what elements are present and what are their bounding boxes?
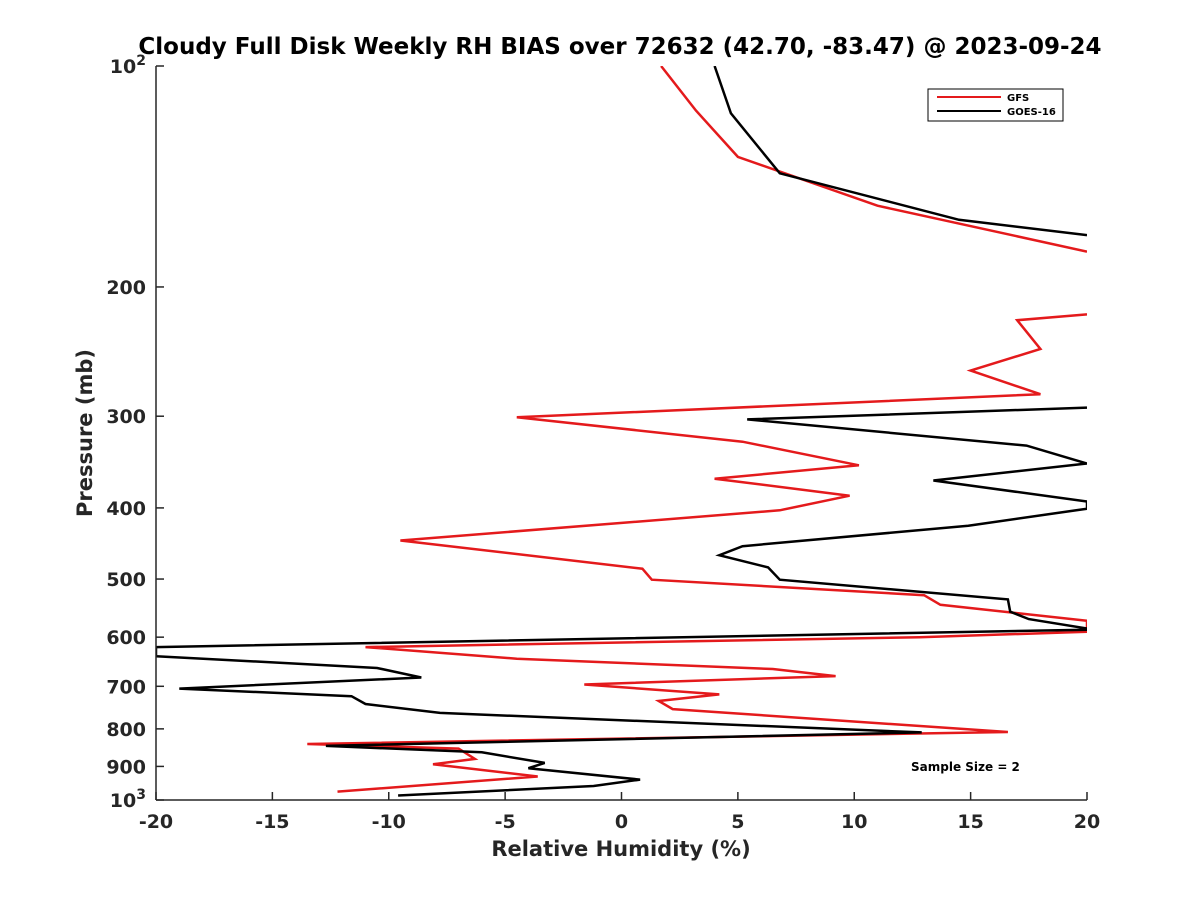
series-layer (156, 66, 1087, 797)
series-gfs (307, 66, 1087, 793)
x-tick-label: -20 (139, 811, 173, 833)
series-line (660, 66, 1087, 253)
x-tick-label: -5 (495, 811, 516, 833)
y-tick-label: 500 (106, 569, 146, 591)
series-line (713, 66, 1087, 237)
legend-label-goes16: GOES-16 (1007, 107, 1056, 118)
y-tick-label: 103 (110, 787, 146, 812)
y-tick-label: 102 (110, 53, 146, 78)
series-goes-16 (156, 66, 1087, 797)
y-tick-label: 800 (106, 719, 146, 741)
legend: GFS GOES-16 (927, 88, 1064, 122)
axes-layer: -20 -15 -10 -5 0 5 10 15 20 102 200 300 400 500 600 700… (106, 53, 1100, 833)
x-axis-label: Relative Humidity (%) (491, 837, 750, 861)
series-line (307, 313, 1087, 793)
y-tick-label: 900 (106, 756, 146, 778)
y-tick-label: 200 (106, 277, 146, 299)
legend-box (927, 88, 1064, 122)
y-tick-label: 700 (106, 676, 146, 698)
series-line (156, 406, 1087, 797)
chart-title: Cloudy Full Disk Weekly RH BIAS over 726… (138, 34, 1101, 60)
x-tick-label: 0 (615, 811, 628, 833)
x-tick-label: 20 (1074, 811, 1100, 833)
x-tick-label: -15 (255, 811, 289, 833)
y-tick-label: 300 (106, 406, 146, 428)
legend-label-gfs: GFS (1007, 93, 1029, 104)
y-tick-label: 400 (106, 498, 146, 520)
x-tick-label: 15 (957, 811, 983, 833)
x-tick-label: 5 (731, 811, 744, 833)
sample-size-annotation: Sample Size = 2 (911, 760, 1020, 774)
x-tick-label: -10 (372, 811, 406, 833)
y-axis-label: Pressure (mb) (73, 349, 97, 517)
x-tick-label: 10 (841, 811, 867, 833)
y-tick-label: 600 (106, 627, 146, 649)
